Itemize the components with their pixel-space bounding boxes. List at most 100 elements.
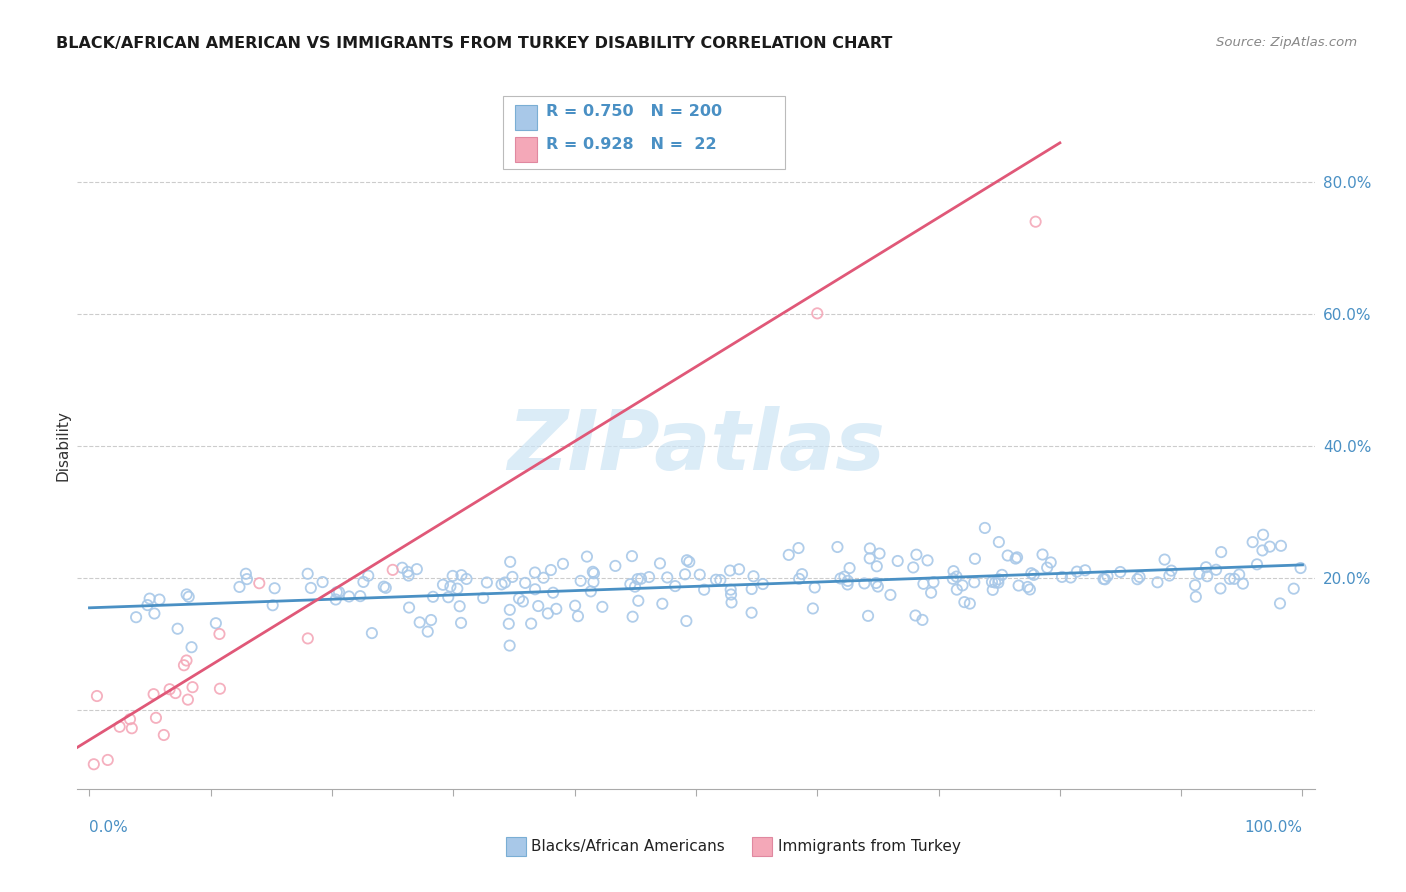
Point [865, 576, 887, 591]
Point [432, 578, 454, 592]
Point [1074, 563, 1097, 577]
Point [942, 572, 965, 586]
Point [228, 580, 250, 594]
Point [524, 582, 547, 597]
Point [1036, 560, 1059, 574]
Point [1066, 565, 1088, 579]
Point [501, 570, 523, 584]
Point [494, 575, 516, 590]
Point [263, 581, 285, 595]
Point [422, 590, 444, 604]
Point [673, 567, 696, 582]
Point [349, 589, 371, 603]
Point [408, 615, 430, 630]
Point [450, 615, 472, 630]
Point [1270, 539, 1292, 553]
Point [728, 562, 751, 576]
Point [1197, 569, 1219, 583]
Point [475, 575, 498, 590]
Point [508, 591, 530, 606]
Point [905, 548, 928, 562]
Point [720, 582, 742, 597]
Point [125, 610, 148, 624]
Point [1219, 572, 1241, 586]
Point [676, 553, 699, 567]
Point [651, 597, 673, 611]
Point [1251, 543, 1274, 558]
Point [1005, 550, 1028, 565]
Point [391, 560, 413, 574]
Point [398, 568, 420, 582]
Point [1289, 561, 1312, 575]
Point [136, 598, 159, 612]
Text: Immigrants from Turkey: Immigrants from Turkey [778, 839, 960, 854]
Point [97, 753, 120, 767]
Point [678, 555, 700, 569]
Point [911, 613, 934, 627]
Point [675, 614, 697, 628]
Point [627, 594, 650, 608]
Point [361, 626, 384, 640]
Point [297, 566, 319, 581]
Point [176, 587, 198, 601]
Text: BLACK/AFRICAN AMERICAN VS IMMIGRANTS FROM TURKEY DISABILITY CORRELATION CHART: BLACK/AFRICAN AMERICAN VS IMMIGRANTS FRO… [56, 36, 893, 51]
Point [337, 590, 360, 604]
Point [1251, 527, 1274, 541]
Point [373, 580, 395, 594]
Point [987, 572, 1010, 586]
Point [235, 566, 257, 581]
Point [262, 599, 284, 613]
Y-axis label: Disability: Disability [55, 410, 70, 482]
Point [311, 575, 333, 590]
Point [997, 549, 1019, 563]
Point [952, 578, 974, 592]
Point [1205, 563, 1227, 577]
Text: R = 0.750   N = 200: R = 0.750 N = 200 [546, 104, 721, 120]
Point [153, 728, 176, 742]
Point [1109, 565, 1132, 579]
Point [866, 559, 889, 574]
Point [806, 306, 828, 320]
Point [582, 575, 605, 590]
Point [1097, 569, 1119, 583]
Point [1039, 556, 1062, 570]
Point [83, 757, 105, 772]
Text: 100.0%: 100.0% [1244, 821, 1302, 835]
Text: 0.0%: 0.0% [90, 821, 128, 835]
Point [208, 681, 231, 696]
Point [827, 540, 849, 554]
Point [1268, 596, 1291, 610]
Point [381, 563, 404, 577]
Point [879, 588, 901, 602]
Point [790, 567, 813, 582]
Point [1126, 572, 1149, 586]
Point [498, 616, 520, 631]
Point [449, 599, 471, 614]
Point [405, 562, 427, 576]
Point [1195, 560, 1218, 574]
Point [165, 686, 187, 700]
Point [540, 563, 562, 577]
Point [787, 572, 810, 586]
Point [297, 632, 319, 646]
Point [1246, 558, 1268, 572]
Text: R = 0.928   N =  22: R = 0.928 N = 22 [546, 137, 716, 153]
Point [657, 570, 679, 584]
Point [920, 585, 942, 599]
Point [177, 692, 200, 706]
Point [741, 606, 763, 620]
Point [299, 581, 322, 595]
Point [1018, 582, 1040, 597]
Point [118, 712, 141, 726]
Point [1160, 564, 1182, 578]
Point [138, 591, 160, 606]
Point [121, 721, 143, 735]
Point [166, 622, 188, 636]
Point [564, 599, 586, 613]
Point [1022, 567, 1045, 582]
Point [177, 590, 200, 604]
Point [942, 564, 965, 578]
Point [720, 595, 742, 609]
Point [512, 594, 534, 608]
Point [1094, 572, 1116, 586]
